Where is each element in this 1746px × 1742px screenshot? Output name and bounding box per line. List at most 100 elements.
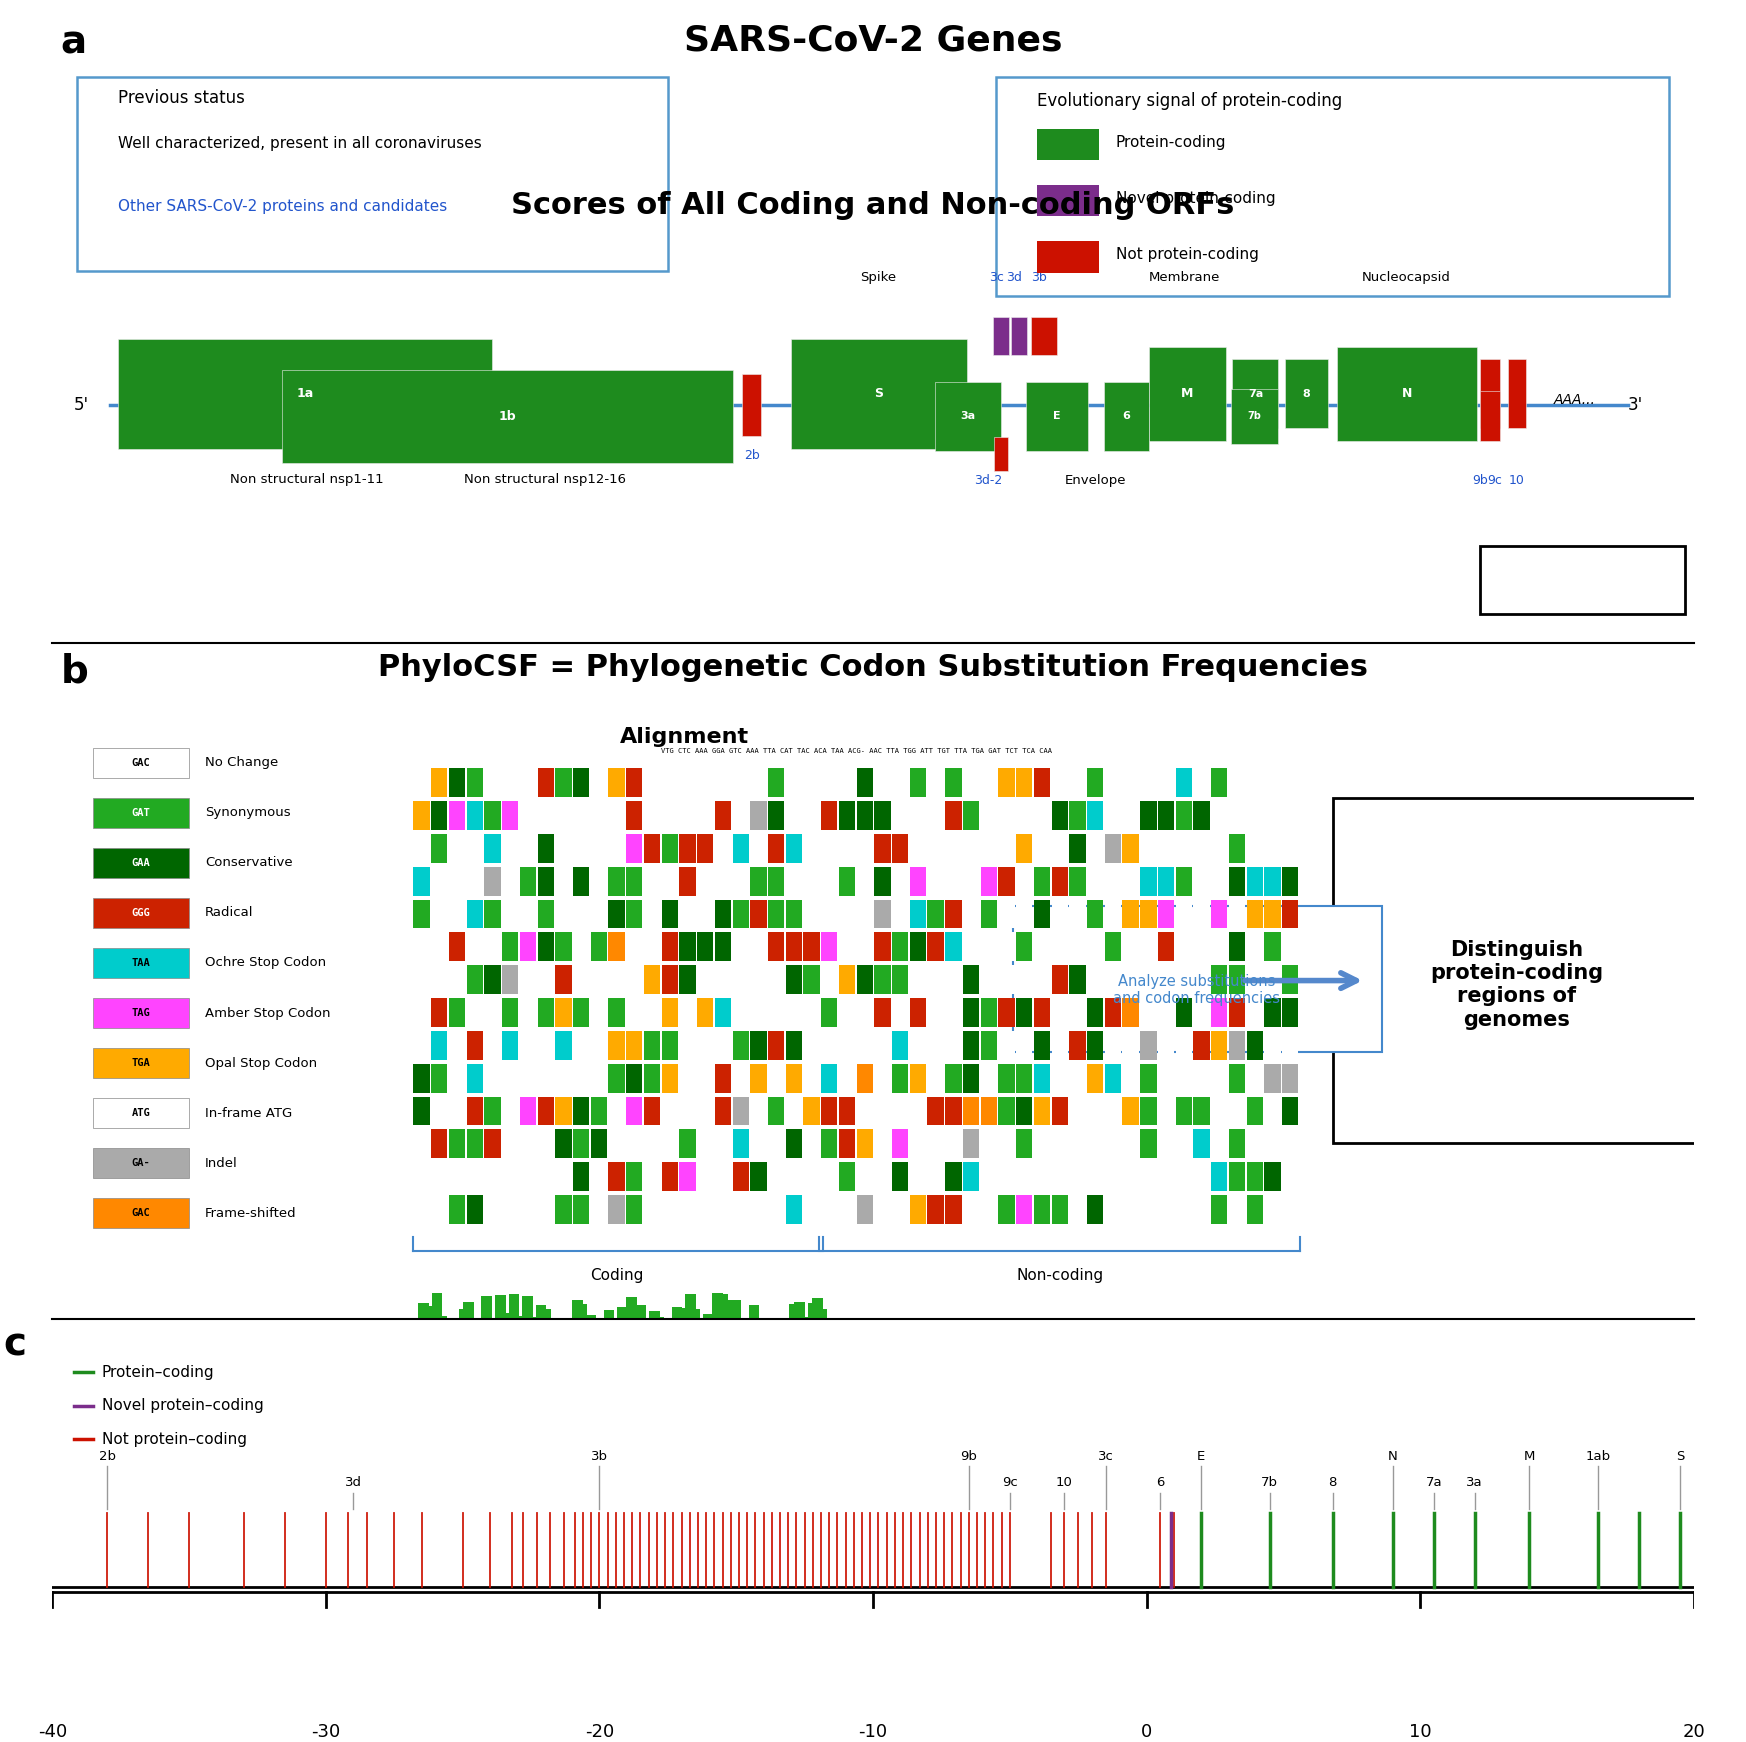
FancyBboxPatch shape [927, 965, 945, 995]
Text: Non-coding: Non-coding [1016, 1268, 1103, 1282]
Text: Not to scale: Not to scale [1540, 573, 1624, 587]
FancyBboxPatch shape [1123, 801, 1138, 829]
FancyBboxPatch shape [1123, 1129, 1138, 1158]
FancyBboxPatch shape [636, 1305, 646, 1352]
FancyBboxPatch shape [1175, 1031, 1193, 1059]
FancyBboxPatch shape [1140, 768, 1156, 798]
FancyBboxPatch shape [627, 1031, 643, 1059]
FancyBboxPatch shape [838, 932, 856, 962]
FancyBboxPatch shape [1229, 998, 1245, 1028]
FancyBboxPatch shape [1016, 1096, 1032, 1125]
FancyBboxPatch shape [1247, 1096, 1262, 1125]
FancyBboxPatch shape [857, 1195, 873, 1225]
FancyBboxPatch shape [414, 1031, 430, 1059]
FancyBboxPatch shape [768, 1162, 784, 1192]
FancyBboxPatch shape [931, 1327, 941, 1352]
FancyBboxPatch shape [1264, 868, 1280, 895]
FancyBboxPatch shape [999, 801, 1014, 829]
FancyBboxPatch shape [838, 1031, 856, 1059]
FancyBboxPatch shape [1016, 1129, 1032, 1158]
FancyBboxPatch shape [1193, 965, 1210, 995]
FancyBboxPatch shape [1159, 1324, 1170, 1352]
FancyBboxPatch shape [697, 1031, 714, 1059]
FancyBboxPatch shape [627, 1064, 643, 1092]
Text: Well characterized, present in all coronaviruses: Well characterized, present in all coron… [119, 136, 482, 152]
Text: No Change: No Change [204, 756, 278, 770]
Text: 5': 5' [73, 395, 89, 415]
FancyBboxPatch shape [740, 1329, 751, 1352]
FancyBboxPatch shape [431, 1195, 447, 1225]
FancyBboxPatch shape [1051, 834, 1069, 862]
FancyBboxPatch shape [431, 1096, 447, 1125]
FancyBboxPatch shape [981, 1096, 997, 1125]
Text: 2b: 2b [744, 449, 760, 462]
FancyBboxPatch shape [1158, 899, 1175, 928]
FancyBboxPatch shape [1158, 768, 1175, 798]
Text: 7b: 7b [1261, 1477, 1278, 1489]
FancyBboxPatch shape [803, 868, 819, 895]
FancyBboxPatch shape [538, 1031, 553, 1059]
FancyBboxPatch shape [679, 1064, 695, 1092]
FancyBboxPatch shape [1158, 1129, 1175, 1158]
Text: In-frame ATG: In-frame ATG [204, 1106, 292, 1120]
FancyBboxPatch shape [697, 1096, 714, 1125]
FancyBboxPatch shape [520, 801, 536, 829]
FancyBboxPatch shape [658, 1324, 669, 1352]
FancyBboxPatch shape [786, 932, 801, 962]
FancyBboxPatch shape [786, 834, 801, 862]
FancyBboxPatch shape [875, 1064, 890, 1092]
FancyBboxPatch shape [964, 1195, 980, 1225]
FancyBboxPatch shape [927, 1031, 945, 1059]
FancyBboxPatch shape [1112, 1322, 1123, 1352]
FancyBboxPatch shape [681, 1308, 691, 1352]
FancyBboxPatch shape [838, 1096, 856, 1125]
FancyBboxPatch shape [978, 1333, 988, 1352]
FancyBboxPatch shape [608, 801, 625, 829]
FancyBboxPatch shape [608, 998, 625, 1028]
FancyBboxPatch shape [945, 932, 962, 962]
FancyBboxPatch shape [440, 1319, 450, 1352]
FancyBboxPatch shape [1140, 932, 1156, 962]
FancyBboxPatch shape [1123, 899, 1138, 928]
FancyBboxPatch shape [449, 1162, 464, 1192]
FancyBboxPatch shape [590, 834, 608, 862]
FancyBboxPatch shape [838, 998, 856, 1028]
FancyBboxPatch shape [733, 1096, 749, 1125]
FancyBboxPatch shape [1212, 899, 1227, 928]
FancyBboxPatch shape [714, 1064, 732, 1092]
FancyBboxPatch shape [627, 899, 643, 928]
FancyBboxPatch shape [1069, 1064, 1086, 1092]
Text: Spike: Spike [859, 272, 896, 284]
FancyBboxPatch shape [627, 834, 643, 862]
FancyBboxPatch shape [1212, 998, 1227, 1028]
FancyBboxPatch shape [1123, 1031, 1138, 1059]
FancyBboxPatch shape [484, 1064, 501, 1092]
FancyBboxPatch shape [875, 1031, 890, 1059]
FancyBboxPatch shape [910, 998, 925, 1028]
FancyBboxPatch shape [1034, 1031, 1049, 1059]
FancyBboxPatch shape [981, 899, 997, 928]
FancyBboxPatch shape [573, 1162, 590, 1192]
FancyBboxPatch shape [910, 1031, 925, 1059]
FancyBboxPatch shape [1069, 768, 1086, 798]
FancyBboxPatch shape [517, 1315, 529, 1352]
FancyBboxPatch shape [459, 1308, 470, 1352]
FancyBboxPatch shape [1158, 801, 1175, 829]
FancyBboxPatch shape [1016, 834, 1032, 862]
FancyBboxPatch shape [1264, 965, 1280, 995]
FancyBboxPatch shape [1264, 1195, 1280, 1225]
FancyBboxPatch shape [627, 868, 643, 895]
FancyBboxPatch shape [608, 1162, 625, 1192]
FancyBboxPatch shape [1280, 1320, 1290, 1352]
FancyBboxPatch shape [808, 1303, 819, 1352]
FancyBboxPatch shape [964, 965, 980, 995]
Text: a: a [61, 24, 87, 61]
Text: 3d-2: 3d-2 [974, 474, 1002, 486]
FancyBboxPatch shape [662, 965, 677, 995]
FancyBboxPatch shape [964, 1129, 980, 1158]
FancyBboxPatch shape [627, 1129, 643, 1158]
FancyBboxPatch shape [1016, 1064, 1032, 1092]
FancyBboxPatch shape [838, 899, 856, 928]
FancyBboxPatch shape [1282, 965, 1299, 995]
FancyBboxPatch shape [1105, 899, 1121, 928]
